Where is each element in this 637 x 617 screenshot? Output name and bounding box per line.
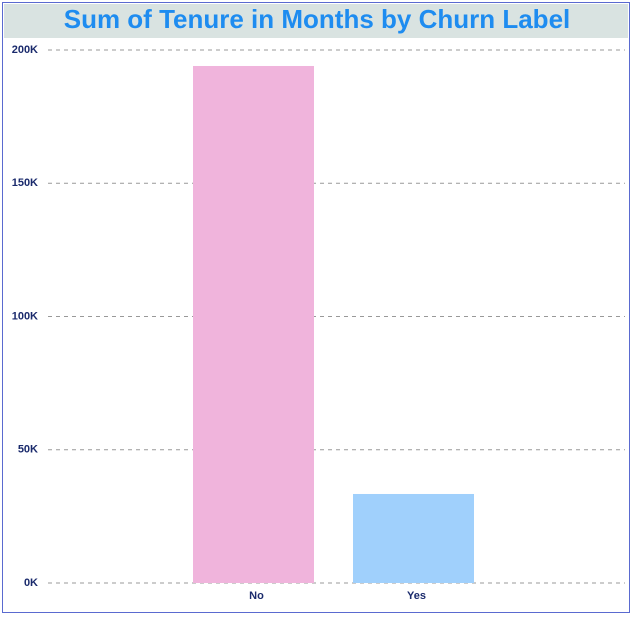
chart-title: Sum of Tenure in Months by Churn Label xyxy=(64,4,571,34)
x-tick-label: No xyxy=(249,590,264,602)
y-tick-label: 0K xyxy=(24,577,38,589)
y-tick-label: 100K xyxy=(12,310,38,322)
chart-frame xyxy=(2,2,630,613)
bar xyxy=(353,493,474,583)
y-tick-label: 150K xyxy=(12,177,38,189)
x-tick-label: Yes xyxy=(407,590,426,602)
y-tick-label: 50K xyxy=(18,444,38,456)
bar xyxy=(193,65,314,584)
title-band xyxy=(4,4,628,38)
y-tick-label: 200K xyxy=(12,44,38,56)
